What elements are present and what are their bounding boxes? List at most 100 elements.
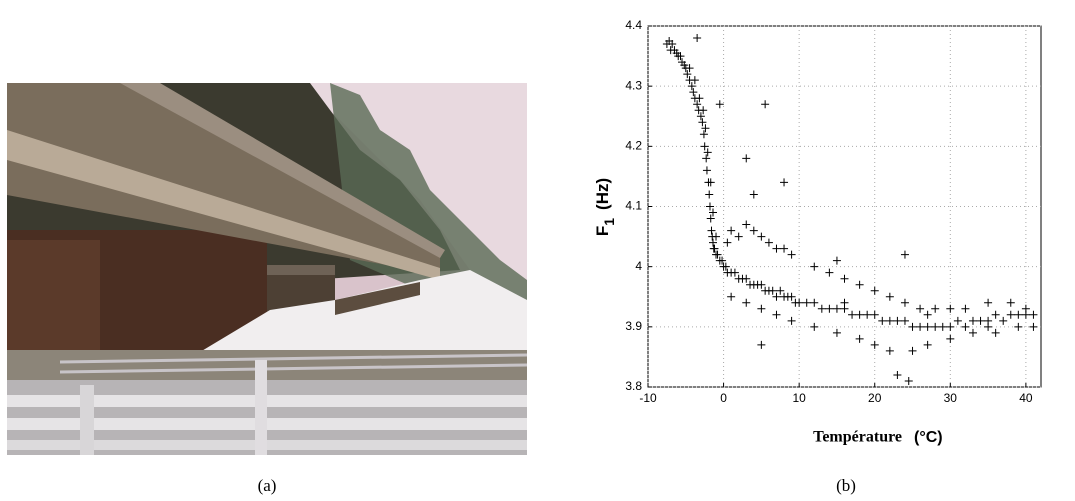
point: [742, 220, 751, 229]
point: [699, 106, 708, 115]
point: [931, 322, 940, 331]
point: [700, 142, 709, 151]
x-tick-label: 30: [944, 391, 958, 405]
point: [1014, 310, 1023, 319]
point: [795, 298, 804, 307]
point: [999, 316, 1008, 325]
point: [817, 304, 826, 313]
y-label-main: F: [593, 226, 612, 236]
point: [742, 274, 751, 283]
point: [802, 298, 811, 307]
point: [727, 292, 736, 301]
point: [832, 328, 841, 337]
point: [703, 148, 712, 157]
point: [705, 202, 714, 211]
point: [916, 322, 925, 331]
y-tick-label: 4.4: [625, 18, 642, 32]
point: [695, 94, 704, 103]
point: [923, 340, 932, 349]
point: [946, 304, 955, 313]
y-tick-label: 4.2: [625, 139, 642, 153]
point: [825, 268, 834, 277]
point: [893, 370, 902, 379]
point: [698, 118, 707, 127]
point: [810, 262, 819, 271]
point: [757, 232, 766, 241]
point: [693, 34, 702, 43]
point: [787, 250, 796, 259]
point: [938, 322, 947, 331]
point: [840, 274, 849, 283]
point: [685, 64, 694, 73]
point: [885, 316, 894, 325]
caption: (b): [836, 476, 856, 495]
point: [757, 280, 766, 289]
point: [832, 256, 841, 265]
point: [757, 304, 766, 313]
x-axis-unit: (°C): [914, 429, 943, 446]
x-axis-label: Température: [813, 429, 902, 446]
point: [723, 238, 732, 247]
y-tick-label: 3.9: [625, 319, 642, 333]
point: [991, 328, 1000, 337]
point: [715, 100, 724, 109]
point: [916, 304, 925, 313]
point: [712, 232, 721, 241]
y-axis-label: F1 (Hz): [593, 178, 616, 236]
point: [706, 214, 715, 223]
point: [1006, 298, 1015, 307]
point: [984, 298, 993, 307]
point: [908, 322, 917, 331]
point: [772, 244, 781, 253]
point: [780, 178, 789, 187]
point: [727, 226, 736, 235]
point: [961, 322, 970, 331]
point: [991, 310, 1000, 319]
point: [721, 262, 730, 271]
y-label-sub: 1: [601, 218, 617, 226]
point: [984, 322, 993, 331]
point: [946, 322, 955, 331]
point: [696, 112, 705, 121]
point: [885, 346, 894, 355]
point: [757, 340, 766, 349]
point: [908, 346, 917, 355]
x-tick-label: -10: [639, 391, 657, 405]
point: [742, 154, 751, 163]
point: [855, 280, 864, 289]
point: [968, 328, 977, 337]
point: [1029, 310, 1038, 319]
point: [713, 250, 722, 259]
scatter-plot: -10 0 10 20 30 40 3.8 3.9 4 4.1 4.2 4.3 4.4 F1 (Hz) Tem…: [593, 18, 1042, 446]
bridge-photo: [7, 83, 528, 455]
point: [699, 130, 708, 139]
point: [900, 316, 909, 325]
point: [787, 316, 796, 325]
point: [878, 316, 887, 325]
point: [870, 286, 879, 295]
point: [749, 226, 758, 235]
x-tick-label: 20: [868, 391, 882, 405]
point: [953, 316, 962, 325]
point: [1006, 310, 1015, 319]
point: [923, 310, 932, 319]
point: [923, 322, 932, 331]
point: [810, 298, 819, 307]
point: [976, 316, 985, 325]
point: [768, 286, 777, 295]
point: [946, 334, 955, 343]
point: [705, 190, 714, 199]
point: [855, 310, 864, 319]
point: [870, 340, 879, 349]
point: [810, 322, 819, 331]
point: [832, 304, 841, 313]
point: [702, 166, 711, 175]
point: [707, 226, 716, 235]
point: [708, 238, 717, 247]
point: [893, 316, 902, 325]
point: [689, 88, 698, 97]
point: [961, 304, 970, 313]
point: [870, 310, 879, 319]
caption: (a): [258, 476, 277, 495]
